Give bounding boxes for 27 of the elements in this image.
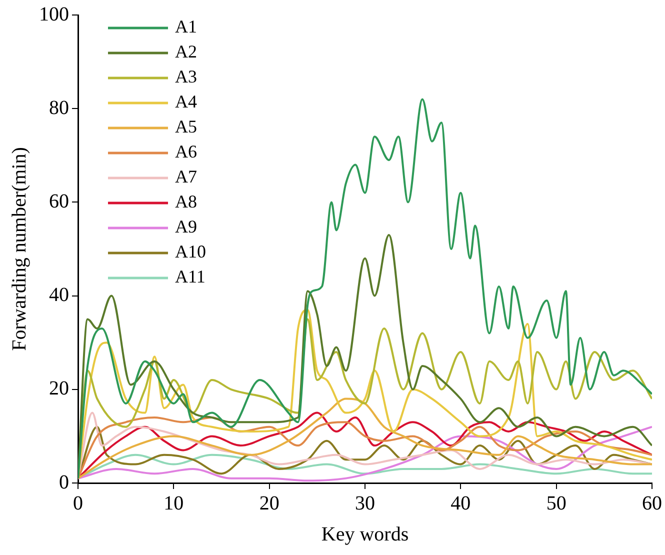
legend-label: A5 [175, 116, 197, 137]
legend-label: A6 [175, 142, 197, 162]
y-tick-label: 80 [49, 96, 69, 119]
legend-label: A4 [175, 92, 197, 112]
y-tick-label: 20 [49, 378, 69, 400]
y-axis-title: Forwarding number(min) [8, 147, 30, 351]
x-tick-label: 10 [164, 492, 184, 514]
x-tick-label: 60 [642, 492, 662, 514]
legend-label: A9 [175, 216, 197, 237]
legend-label: A7 [175, 166, 197, 187]
y-tick-label: 60 [49, 190, 69, 212]
x-axis-title: Key words [321, 523, 409, 546]
legend-label: A8 [175, 192, 197, 212]
legend-label: A10 [175, 242, 206, 262]
legend-label: A2 [175, 42, 197, 62]
x-tick-label: 30 [355, 492, 375, 514]
legend-label: A3 [175, 66, 197, 87]
line-series [78, 398, 652, 480]
x-tick-label: 0 [73, 492, 83, 514]
legend-label: A11 [175, 266, 206, 287]
x-tick-label: 20 [259, 492, 280, 514]
y-tick-label: 40 [49, 284, 69, 306]
legend-label: A1 [175, 16, 197, 37]
y-tick-label: 0 [59, 471, 69, 494]
y-tick-label: 100 [39, 3, 69, 26]
x-tick-label: 50 [546, 492, 566, 514]
x-tick-label: 40 [450, 492, 471, 514]
